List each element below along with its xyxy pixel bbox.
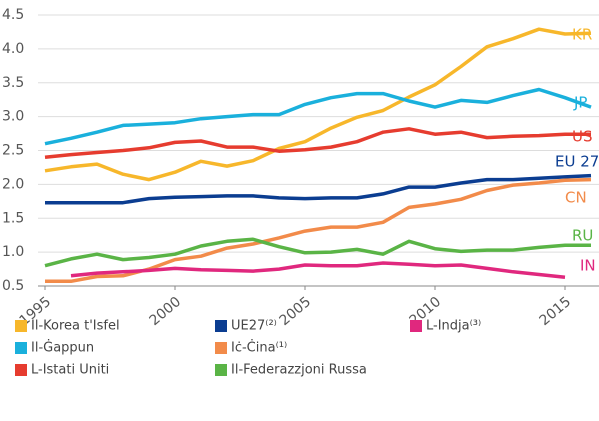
series-label: CN <box>565 189 587 207</box>
series-line <box>44 87 592 146</box>
legend-label: L-Istati Uniti <box>31 363 109 378</box>
x-tick-label: 2000 <box>147 294 185 329</box>
legend-label: Il-Korea t'Isfel <box>31 319 120 334</box>
legend-label: Il-Ġappun <box>31 339 94 356</box>
y-tick-label: 2.0 <box>2 176 24 192</box>
y-tick-label: 1.5 <box>2 210 24 226</box>
legend-swatch <box>215 342 227 354</box>
legend-swatch <box>410 320 422 332</box>
series-line <box>45 173 592 205</box>
legend-label: Il-Federazzjoni Russa <box>231 363 367 378</box>
legend-swatch <box>15 320 27 332</box>
series-line <box>44 127 591 160</box>
series-line <box>70 261 566 279</box>
series-label: JP <box>573 94 587 112</box>
series-line <box>44 237 591 268</box>
y-tick-label: 4.5 <box>2 7 24 23</box>
legend-label: Iċ-Ċina⁽¹⁾ <box>231 339 287 356</box>
series-label: KR <box>572 26 592 44</box>
legend-label: UE27⁽²⁾ <box>231 319 277 334</box>
legend-swatch <box>215 320 227 332</box>
x-tick-label: 2015 <box>537 294 575 329</box>
legend-swatch <box>215 364 227 376</box>
legend-swatch <box>15 364 27 376</box>
y-tick-label: 3.5 <box>2 75 24 91</box>
y-tick-label: 1.0 <box>2 244 24 260</box>
legend-swatch <box>15 342 27 354</box>
y-tick-label: 2.5 <box>2 143 24 159</box>
series-label: EU 27 <box>555 153 599 171</box>
series-label: IN <box>580 257 596 275</box>
legend-label: L-Indja⁽³⁾ <box>426 319 481 334</box>
x-tick-label: 2005 <box>277 294 315 329</box>
series-line <box>44 27 592 182</box>
y-tick-label: 0.5 <box>2 278 24 294</box>
y-tick-label: 4.0 <box>2 41 24 57</box>
series-label: RU <box>572 227 593 245</box>
y-tick-label: 3.0 <box>2 109 24 125</box>
series-label: US <box>572 128 593 146</box>
